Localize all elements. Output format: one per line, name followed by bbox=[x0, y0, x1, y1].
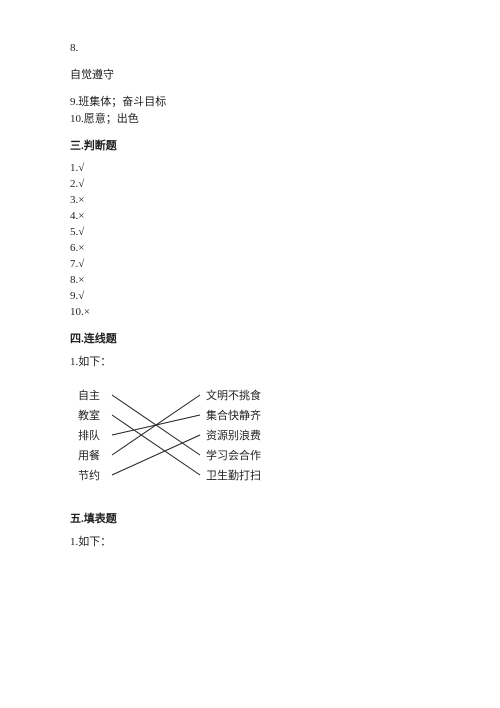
judge-n: 10. bbox=[70, 306, 84, 318]
section5-intro: 1.如下： bbox=[70, 534, 430, 551]
q8-text: 自觉遵守 bbox=[70, 67, 430, 84]
judge-mark: × bbox=[78, 210, 84, 222]
judge-n: 6. bbox=[70, 242, 78, 254]
judge-item: 3.× bbox=[70, 193, 430, 209]
judge-mark: √ bbox=[78, 258, 84, 270]
match-edge bbox=[112, 415, 200, 475]
match-right-label: 资源别浪费 bbox=[206, 428, 261, 442]
judge-item: 2.√ bbox=[70, 177, 430, 193]
judge-n: 7. bbox=[70, 258, 78, 270]
judge-item: 1.√ bbox=[70, 161, 430, 177]
matching-svg: 自主 教室 排队 用餐 节约 文明不挑食 集合快静齐 资源别浪费 学习会合作 卫… bbox=[70, 381, 310, 493]
judge-item: 5.√ bbox=[70, 225, 430, 241]
judge-item: 4.× bbox=[70, 209, 430, 225]
judge-n: 2. bbox=[70, 178, 78, 190]
section4-intro: 1.如下： bbox=[70, 354, 430, 371]
matching-diagram: 自主 教室 排队 用餐 节约 文明不挑食 集合快静齐 资源别浪费 学习会合作 卫… bbox=[70, 381, 430, 493]
judge-mark: √ bbox=[78, 290, 84, 302]
section3-title: 三.判断题 bbox=[70, 138, 430, 155]
match-left-label: 节约 bbox=[78, 469, 100, 482]
judge-item: 8.× bbox=[70, 273, 430, 289]
match-left-label: 教室 bbox=[78, 408, 100, 422]
q9-text: 9.班集体；奋斗目标 bbox=[70, 94, 430, 111]
judge-mark: √ bbox=[78, 178, 84, 190]
section4-title: 四.连线题 bbox=[70, 331, 430, 348]
judge-mark: √ bbox=[78, 226, 84, 238]
judge-mark: √ bbox=[78, 162, 84, 174]
judge-n: 8. bbox=[70, 274, 78, 286]
match-right-label: 文明不挑食 bbox=[206, 388, 261, 402]
judge-list: 1.√ 2.√ 3.× 4.× 5.√ 6.× 7.√ 8.× 9.√ 10.× bbox=[70, 161, 430, 320]
section5-title: 五.填表题 bbox=[70, 511, 430, 528]
judge-item: 6.× bbox=[70, 241, 430, 257]
match-right-label: 卫生勤打扫 bbox=[206, 468, 261, 482]
match-left-label: 用餐 bbox=[78, 448, 100, 462]
judge-mark: × bbox=[78, 242, 84, 254]
judge-mark: × bbox=[84, 306, 90, 318]
match-right-label: 学习会合作 bbox=[206, 448, 261, 462]
match-right-label: 集合快静齐 bbox=[206, 408, 261, 422]
page: 8. 自觉遵守 9.班集体；奋斗目标 10.愿意；出色 三.判断题 1.√ 2.… bbox=[0, 0, 500, 708]
judge-n: 1. bbox=[70, 162, 78, 174]
judge-item: 7.√ bbox=[70, 257, 430, 273]
match-edge bbox=[112, 435, 200, 475]
judge-mark: × bbox=[78, 194, 84, 206]
judge-n: 3. bbox=[70, 194, 78, 206]
judge-n: 5. bbox=[70, 226, 78, 238]
judge-item: 10.× bbox=[70, 305, 430, 321]
q8-number: 8. bbox=[70, 40, 430, 57]
judge-n: 9. bbox=[70, 290, 78, 302]
judge-n: 4. bbox=[70, 210, 78, 222]
judge-item: 9.√ bbox=[70, 289, 430, 305]
match-left-label: 自主 bbox=[78, 389, 100, 402]
q10-text: 10.愿意；出色 bbox=[70, 111, 430, 128]
match-left-label: 排队 bbox=[78, 428, 100, 442]
judge-mark: × bbox=[78, 274, 84, 286]
